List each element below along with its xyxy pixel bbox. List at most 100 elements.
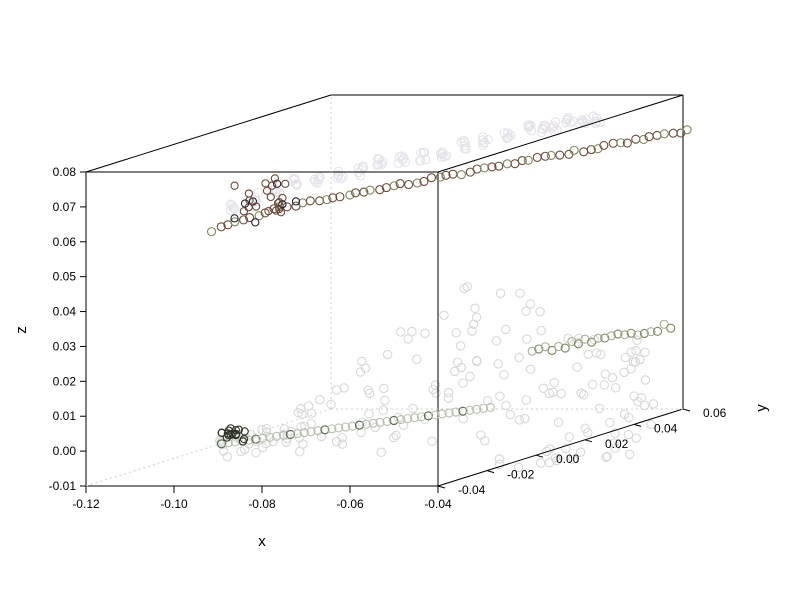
data-point: [436, 152, 447, 162]
data-point: [635, 354, 645, 365]
data-point: [560, 343, 570, 353]
y-tick: [486, 470, 495, 474]
data-point: [514, 352, 524, 363]
data-point: [227, 200, 237, 211]
data-point: [282, 430, 293, 440]
data-point: [626, 347, 636, 358]
data-point: [441, 170, 451, 180]
data-point: [610, 443, 620, 453]
data-point: [613, 329, 623, 339]
data-point: [577, 115, 588, 125]
data-point: [306, 408, 317, 419]
data-point: [500, 324, 511, 335]
data-point: [298, 439, 308, 449]
data-point: [532, 152, 542, 162]
data-point: [548, 387, 558, 398]
z-tick-label: 0.02: [53, 374, 77, 388]
data-point: [501, 400, 511, 411]
data-point: [357, 356, 367, 367]
data-point: [652, 130, 662, 141]
data-point: [347, 421, 358, 431]
data-point: [382, 416, 392, 426]
z-tick-label: 0.05: [53, 270, 77, 284]
data-point: [278, 430, 289, 440]
data-point: [639, 328, 649, 339]
data-point: [632, 335, 642, 345]
data-point: [524, 121, 535, 132]
y-tick-label: 0.02: [605, 437, 629, 451]
data-point: [470, 303, 480, 314]
data-point: [234, 425, 244, 434]
data-point: [339, 383, 349, 393]
data-point: [493, 359, 504, 369]
data-point: [556, 388, 566, 399]
data-points: [206, 125, 692, 449]
data-point: [619, 367, 629, 378]
data-point: [282, 202, 292, 212]
data-point: [400, 157, 411, 167]
data-point: [523, 155, 533, 165]
data-point: [278, 200, 287, 209]
data-point: [313, 426, 323, 436]
data-point: [443, 387, 454, 398]
data-point: [494, 454, 505, 464]
data-point: [306, 427, 316, 437]
data-point: [269, 204, 279, 214]
data-point: [631, 134, 641, 144]
data-point: [421, 154, 431, 165]
data-point: [379, 383, 389, 394]
data-point: [606, 331, 616, 341]
data-point: [356, 427, 366, 438]
data-point: [276, 208, 286, 217]
data-point: [525, 364, 536, 374]
y-tick: [584, 439, 593, 443]
data-point: [359, 187, 369, 197]
data-point: [335, 192, 345, 202]
data-point: [437, 409, 447, 419]
x-tick-label: -0.06: [336, 497, 364, 511]
data-point: [607, 372, 618, 383]
data-point: [620, 352, 631, 363]
data-point: [561, 443, 571, 454]
data-point: [549, 378, 560, 388]
data-point: [555, 150, 565, 160]
data-point: [285, 429, 295, 440]
data-point: [563, 112, 573, 123]
z-tick-label: 0.06: [53, 235, 77, 249]
data-point: [393, 158, 404, 169]
data-point: [216, 222, 226, 232]
data-point: [299, 421, 310, 431]
data-point: [292, 428, 302, 439]
data-point: [587, 337, 597, 347]
data-point: [418, 147, 429, 158]
data-point: [403, 414, 413, 424]
data-point: [322, 195, 332, 205]
data-point: [230, 181, 239, 190]
data-point: [430, 380, 441, 390]
data-point: [666, 323, 676, 333]
data-point: [578, 390, 589, 400]
data-point: [525, 299, 536, 309]
data-point: [591, 348, 602, 358]
data-point: [682, 125, 692, 135]
data-point: [290, 174, 300, 184]
data-point: [254, 211, 264, 221]
data-point: [393, 412, 404, 423]
data-point: [236, 446, 246, 457]
data-point: [502, 133, 513, 143]
data-point: [336, 173, 346, 184]
data-point: [430, 410, 440, 420]
data-point: [540, 151, 550, 161]
data-point: [458, 413, 468, 424]
x-tick-label: -0.08: [248, 497, 276, 511]
data-point: [626, 328, 636, 338]
data-point: [583, 349, 593, 360]
data-point: [439, 310, 449, 320]
data-point: [477, 135, 488, 145]
data-point: [646, 327, 656, 337]
data-point: [355, 367, 366, 377]
z-axis-label: z: [13, 326, 30, 334]
data-point: [554, 341, 564, 351]
data-point: [552, 455, 562, 466]
data-point: [320, 425, 330, 435]
